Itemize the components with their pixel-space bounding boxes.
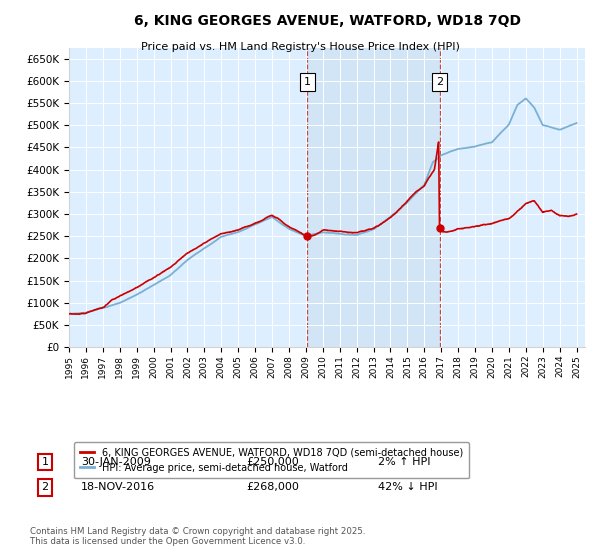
Text: 2: 2 — [41, 482, 49, 492]
Text: 1: 1 — [304, 77, 311, 87]
Text: Price paid vs. HM Land Registry's House Price Index (HPI): Price paid vs. HM Land Registry's House … — [140, 42, 460, 52]
Text: 18-NOV-2016: 18-NOV-2016 — [81, 482, 155, 492]
Text: £268,000: £268,000 — [246, 482, 299, 492]
Text: Contains HM Land Registry data © Crown copyright and database right 2025.
This d: Contains HM Land Registry data © Crown c… — [30, 526, 365, 546]
Text: 1: 1 — [41, 457, 49, 467]
Text: 2% ↑ HPI: 2% ↑ HPI — [378, 457, 431, 467]
Bar — [307, 48, 440, 347]
Title: 6, KING GEORGES AVENUE, WATFORD, WD18 7QD: 6, KING GEORGES AVENUE, WATFORD, WD18 7Q… — [133, 15, 521, 29]
Text: 2: 2 — [436, 77, 443, 87]
Text: 30-JAN-2009: 30-JAN-2009 — [81, 457, 151, 467]
Text: £250,000: £250,000 — [246, 457, 299, 467]
Text: 42% ↓ HPI: 42% ↓ HPI — [378, 482, 437, 492]
Legend: 6, KING GEORGES AVENUE, WATFORD, WD18 7QD (semi-detached house), HPI: Average pr: 6, KING GEORGES AVENUE, WATFORD, WD18 7Q… — [74, 442, 469, 478]
